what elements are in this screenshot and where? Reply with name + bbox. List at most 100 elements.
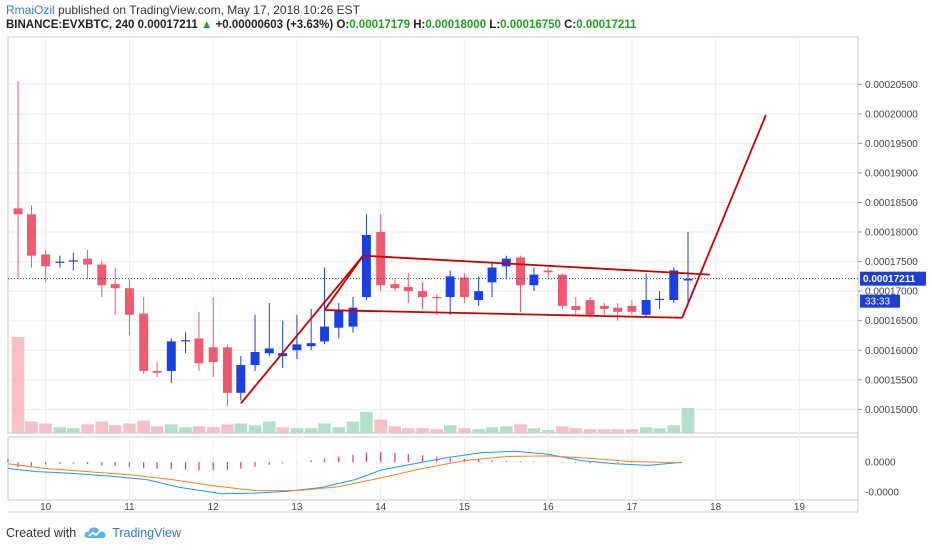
y-tick-label: 0.00018500: [865, 198, 918, 209]
drawing-flag-top[interactable]: [363, 254, 710, 276]
volume-bar: [39, 423, 52, 433]
x-tick-label: 14: [375, 502, 387, 513]
x-tick-label: 19: [794, 502, 806, 513]
candle-body[interactable]: [152, 370, 162, 373]
candle-body[interactable]: [683, 278, 693, 281]
last-price-value: 0.00017211: [137, 19, 198, 31]
candle-body[interactable]: [208, 347, 218, 363]
countdown-badge: [860, 294, 900, 308]
volume-bar: [430, 429, 444, 433]
volume-bar: [137, 420, 150, 433]
candle-body[interactable]: [529, 274, 539, 286]
volume-bar: [81, 424, 94, 433]
macd-pane[interactable]: [7, 436, 859, 501]
candle-body[interactable]: [181, 340, 191, 342]
drawing-flag-bottom[interactable]: [324, 309, 683, 319]
candle-body[interactable]: [41, 254, 51, 267]
volume-bar: [583, 429, 597, 433]
x-tick-label: 17: [626, 502, 638, 513]
candle-body[interactable]: [627, 305, 637, 312]
volume-bar: [653, 428, 666, 433]
volume-bar: [221, 424, 234, 433]
candle-body[interactable]: [97, 264, 107, 286]
candle-body[interactable]: [194, 338, 204, 364]
candle-body[interactable]: [557, 274, 567, 306]
candle-body[interactable]: [264, 348, 274, 354]
macd-y-tick-label: 0.0000: [865, 458, 896, 469]
volume-bar: [192, 426, 206, 433]
candle-body[interactable]: [376, 232, 386, 286]
candle-body[interactable]: [487, 267, 497, 283]
volume-bar: [179, 427, 192, 433]
drawing-projection[interactable]: [681, 114, 767, 319]
symbol-label[interactable]: BINANCE:EVXBTC, 240: [6, 19, 135, 31]
candle-body[interactable]: [474, 291, 484, 301]
candle-body[interactable]: [26, 214, 36, 256]
candle-body[interactable]: [418, 291, 427, 298]
created-with-text: Created with: [6, 526, 77, 540]
volume-bar: [569, 428, 583, 433]
drawing-flagpole[interactable]: [240, 255, 364, 405]
candle-body[interactable]: [320, 326, 330, 342]
candle-body[interactable]: [613, 307, 623, 312]
candle-body[interactable]: [13, 208, 23, 215]
candle-body[interactable]: [55, 261, 65, 263]
volume-bar: [318, 423, 331, 433]
volume-bar: [458, 428, 471, 433]
candle-body[interactable]: [501, 258, 511, 267]
price-pane[interactable]: [7, 36, 859, 434]
candle-body[interactable]: [110, 284, 120, 289]
candle-body[interactable]: [599, 305, 609, 309]
drawing-flag-left-edge[interactable]: [323, 255, 364, 311]
candle-body[interactable]: [292, 344, 302, 351]
candle-body[interactable]: [445, 276, 455, 298]
volume-bar: [443, 425, 457, 433]
candle-body[interactable]: [655, 298, 664, 301]
tradingview-brand-link[interactable]: TradingView: [112, 526, 181, 540]
candle-body[interactable]: [68, 260, 78, 262]
candle-body[interactable]: [641, 300, 651, 315]
candle-body[interactable]: [139, 313, 149, 371]
volume-bar: [248, 425, 262, 433]
y-tick-label: 0.00016500: [865, 316, 918, 327]
candle-body[interactable]: [571, 305, 581, 311]
candle-body[interactable]: [459, 277, 469, 298]
volume-bar: [556, 426, 569, 433]
candle-body[interactable]: [236, 365, 246, 393]
candle-body[interactable]: [306, 343, 316, 347]
candle-body[interactable]: [361, 235, 371, 298]
y-tick-label: 0.00015500: [865, 375, 918, 386]
candle-body[interactable]: [669, 270, 679, 301]
candle-body[interactable]: [124, 288, 134, 315]
candle-body[interactable]: [222, 347, 232, 393]
candle-body[interactable]: [543, 270, 553, 273]
candle-body[interactable]: [585, 300, 595, 315]
volume-bar: [681, 408, 695, 433]
candle-body[interactable]: [83, 258, 93, 265]
author-link[interactable]: RmaiOzil: [6, 3, 55, 17]
volume-bar: [499, 426, 513, 433]
candle-body[interactable]: [166, 341, 176, 371]
volume-bar: [234, 423, 248, 433]
candle-body[interactable]: [348, 307, 358, 327]
ohlc-legend: BINANCE:EVXBTC, 240 0.00017211 ▲ +0.0000…: [6, 19, 636, 31]
candle-body[interactable]: [403, 287, 413, 292]
candle-body[interactable]: [334, 310, 344, 328]
candle-body[interactable]: [390, 284, 400, 289]
candle-body[interactable]: [516, 257, 525, 286]
open-value: 0.00017179: [349, 19, 410, 31]
volume-bar: [485, 427, 499, 433]
candle-body[interactable]: [250, 352, 260, 366]
volume-bar: [597, 429, 611, 433]
countdown-label: 33:33: [865, 297, 890, 308]
signal-line: [7, 455, 683, 492]
volume-bar: [514, 424, 527, 433]
volume-bar: [360, 411, 373, 433]
candle-body[interactable]: [432, 297, 442, 299]
volume-bar: [527, 428, 541, 433]
candle-body[interactable]: [278, 353, 288, 357]
open-label: O:: [336, 19, 350, 31]
close-label: C:: [564, 19, 577, 31]
footer: Created with TradingView: [6, 526, 181, 540]
